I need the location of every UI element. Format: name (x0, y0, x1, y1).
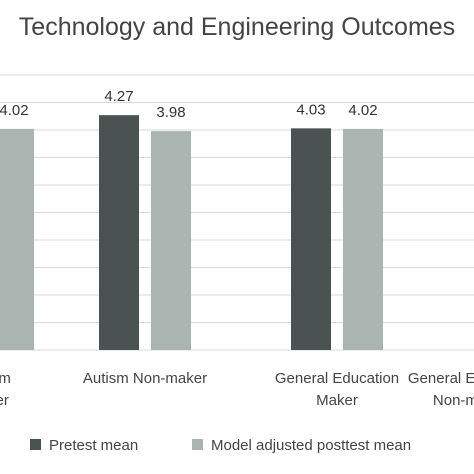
bar (151, 131, 191, 350)
category-label: General Education (275, 370, 399, 387)
chart-title: Technology and Engineering Outcomes (19, 13, 455, 41)
data-label: 4.02 (348, 102, 377, 119)
category-label: Non-maker (433, 392, 474, 409)
data-label: 3.98 (156, 104, 185, 121)
category-label: Autism Non-maker (83, 370, 207, 387)
category-label: Maker (0, 392, 9, 409)
category-label: Autism (0, 370, 11, 387)
legend-swatch (192, 439, 203, 450)
legend: Pretest mean Model adjusted posttest mean (30, 437, 411, 454)
category-label: Maker (316, 392, 358, 409)
bar (99, 115, 139, 351)
bar (0, 128, 34, 350)
bars (0, 115, 383, 351)
category-labels: Autism Maker Autism Non-maker General Educa… (0, 370, 474, 409)
data-label: 4.03 (296, 101, 325, 118)
data-label: 4.27 (104, 88, 133, 105)
data-label: 4.02 (0, 102, 29, 119)
gridlines (0, 74, 474, 351)
category-label: General Education (408, 370, 474, 387)
legend-label: Model adjusted posttest mean (211, 437, 411, 454)
data-labels: 4.27 4.03 4.02 3.98 4.02 (0, 88, 378, 121)
bar (291, 128, 331, 350)
legend-label: Pretest mean (49, 437, 138, 454)
bar (343, 128, 383, 350)
legend-swatch (30, 439, 41, 450)
